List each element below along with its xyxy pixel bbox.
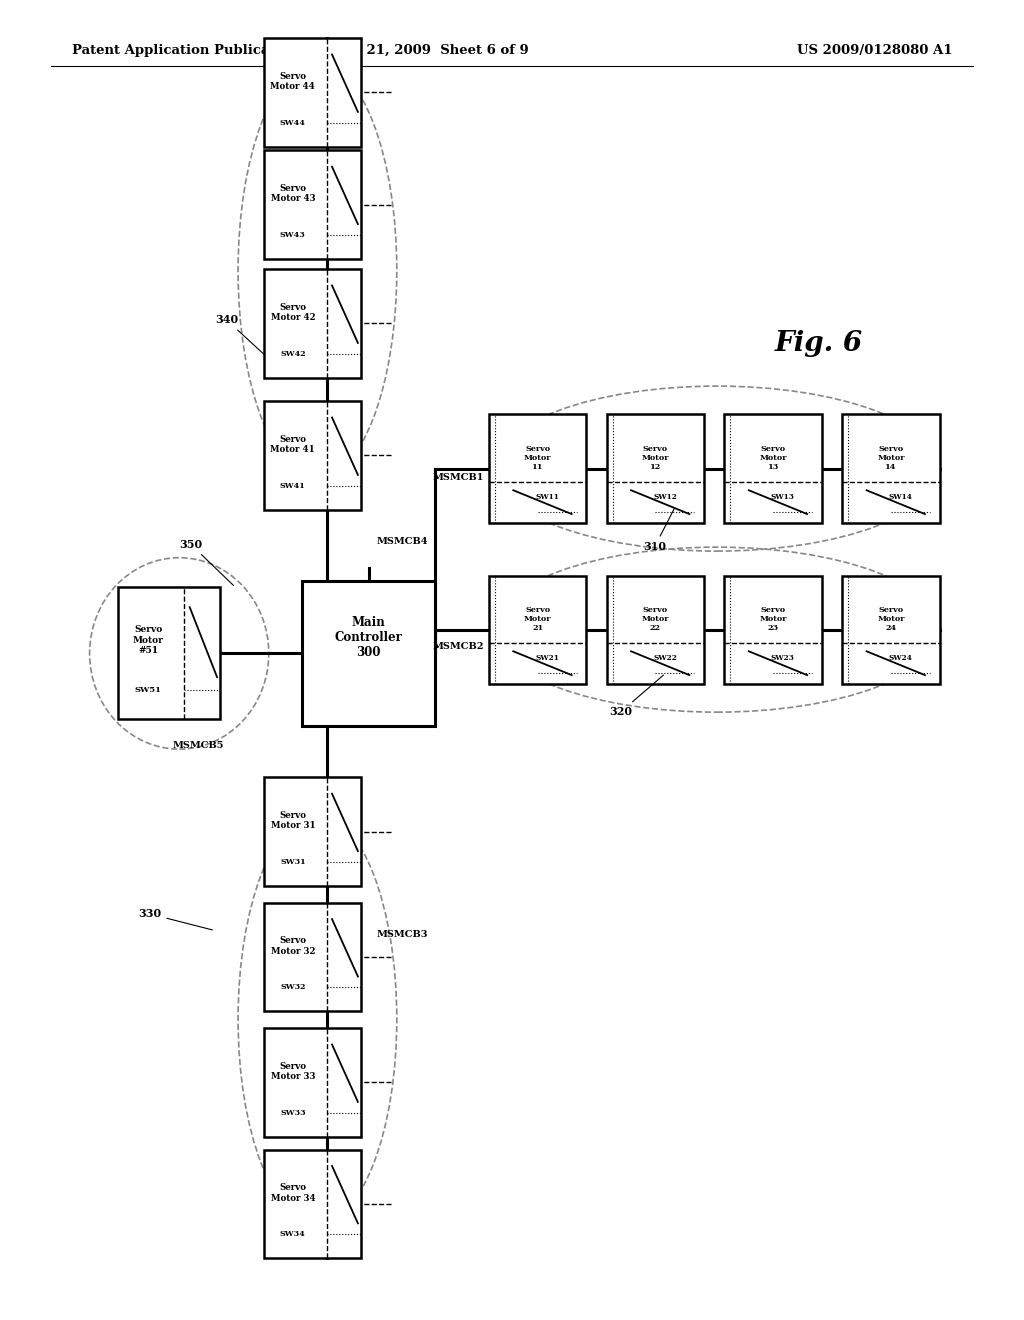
FancyBboxPatch shape — [842, 576, 940, 684]
Text: MSMCB1: MSMCB1 — [432, 474, 483, 482]
Text: 350: 350 — [179, 539, 233, 586]
Text: Servo
Motor 41: Servo Motor 41 — [270, 434, 315, 454]
FancyBboxPatch shape — [264, 1028, 361, 1137]
FancyBboxPatch shape — [489, 414, 586, 523]
Text: SW24: SW24 — [889, 653, 912, 661]
Text: SW42: SW42 — [280, 350, 306, 358]
Text: Servo
Motor
14: Servo Motor 14 — [878, 445, 904, 471]
Text: SW13: SW13 — [771, 492, 795, 500]
Text: SW33: SW33 — [280, 1109, 306, 1117]
Text: Servo
Motor
13: Servo Motor 13 — [760, 445, 786, 471]
FancyBboxPatch shape — [264, 777, 361, 886]
FancyBboxPatch shape — [606, 576, 705, 684]
Text: SW11: SW11 — [536, 492, 559, 500]
Text: SW41: SW41 — [280, 482, 306, 490]
Text: Servo
Motor
21: Servo Motor 21 — [524, 606, 551, 632]
FancyBboxPatch shape — [264, 150, 361, 259]
Text: Main
Controller
300: Main Controller 300 — [335, 616, 402, 659]
Text: Servo
Motor
#51: Servo Motor #51 — [133, 626, 164, 655]
FancyBboxPatch shape — [264, 401, 361, 510]
Text: Servo
Motor 44: Servo Motor 44 — [270, 71, 315, 91]
FancyBboxPatch shape — [489, 576, 586, 684]
Text: Servo
Motor 31: Servo Motor 31 — [270, 810, 315, 830]
FancyBboxPatch shape — [264, 903, 361, 1011]
FancyBboxPatch shape — [842, 414, 940, 523]
Text: Servo
Motor 43: Servo Motor 43 — [270, 183, 315, 203]
Text: Servo
Motor 33: Servo Motor 33 — [270, 1061, 315, 1081]
FancyBboxPatch shape — [725, 576, 821, 684]
Text: SW23: SW23 — [771, 653, 795, 661]
Text: Servo
Motor 42: Servo Motor 42 — [270, 302, 315, 322]
Text: SW32: SW32 — [281, 983, 305, 991]
Text: Servo
Motor
11: Servo Motor 11 — [524, 445, 551, 471]
FancyBboxPatch shape — [264, 269, 361, 378]
FancyBboxPatch shape — [725, 414, 821, 523]
Text: MSMCB5: MSMCB5 — [172, 742, 223, 750]
Text: Servo
Motor
12: Servo Motor 12 — [642, 445, 669, 471]
Text: Servo
Motor
23: Servo Motor 23 — [760, 606, 786, 632]
FancyBboxPatch shape — [264, 38, 361, 147]
Text: MSMCB4: MSMCB4 — [377, 537, 428, 545]
Text: SW44: SW44 — [280, 119, 306, 127]
Text: SW31: SW31 — [280, 858, 306, 866]
FancyBboxPatch shape — [118, 587, 220, 719]
Text: SW21: SW21 — [536, 653, 559, 661]
Text: SW51: SW51 — [135, 686, 162, 694]
Text: SW34: SW34 — [280, 1230, 306, 1238]
Text: May 21, 2009  Sheet 6 of 9: May 21, 2009 Sheet 6 of 9 — [331, 44, 529, 57]
Text: 310: 310 — [643, 508, 675, 553]
Text: 340: 340 — [215, 314, 264, 355]
Text: 320: 320 — [609, 675, 664, 718]
Text: MSMCB3: MSMCB3 — [377, 931, 428, 939]
Text: MSMCB2: MSMCB2 — [432, 643, 483, 651]
Text: Servo
Motor 32: Servo Motor 32 — [270, 936, 315, 956]
Text: SW22: SW22 — [653, 653, 677, 661]
FancyBboxPatch shape — [606, 414, 705, 523]
Text: SW14: SW14 — [889, 492, 912, 500]
Text: Servo
Motor 34: Servo Motor 34 — [270, 1183, 315, 1203]
Text: Fig. 6: Fig. 6 — [775, 330, 863, 356]
Text: Servo
Motor
24: Servo Motor 24 — [878, 606, 904, 632]
Text: 330: 330 — [138, 908, 212, 929]
Text: SW43: SW43 — [280, 231, 306, 239]
Text: Servo
Motor
22: Servo Motor 22 — [642, 606, 669, 632]
FancyBboxPatch shape — [302, 581, 435, 726]
Text: Patent Application Publication: Patent Application Publication — [72, 44, 298, 57]
Text: US 2009/0128080 A1: US 2009/0128080 A1 — [797, 44, 952, 57]
Text: SW12: SW12 — [653, 492, 677, 500]
FancyBboxPatch shape — [264, 1150, 361, 1258]
